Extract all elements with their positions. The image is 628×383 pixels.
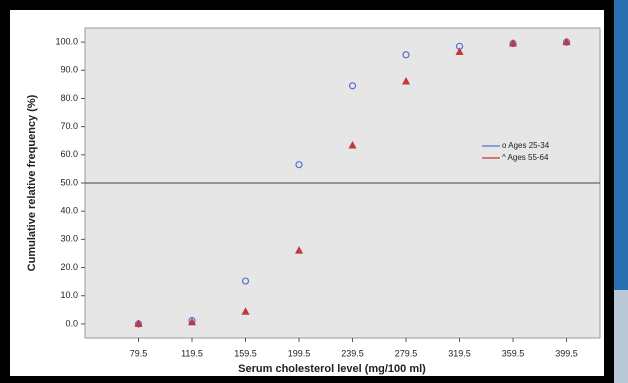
marker — [402, 76, 411, 85]
x-tick-label: 119.5 — [181, 348, 203, 358]
y-tick-label: 20.0 — [60, 262, 78, 272]
x-axis-title: Serum cholesterol level (mg/100 ml) — [238, 363, 426, 375]
y-tick-label: 70.0 — [60, 121, 78, 131]
marker — [295, 161, 303, 169]
x-tick-label: 399.5 — [555, 348, 578, 358]
x-tick-label: 199.5 — [288, 348, 311, 358]
y-tick-label: 50.0 — [60, 177, 78, 187]
y-tick-label: 80.0 — [60, 93, 78, 103]
y-tick-label: 10.0 — [60, 290, 78, 300]
marker — [455, 47, 464, 55]
y-tick-label: 40.0 — [60, 206, 78, 216]
legend-label: o Ages 25-34 — [502, 141, 550, 150]
background-window — [612, 0, 628, 290]
marker — [509, 38, 518, 47]
marker — [187, 317, 197, 326]
x-tick-label: 239.5 — [341, 348, 364, 358]
y-tick-label: 0.0 — [65, 318, 78, 328]
marker — [294, 246, 304, 254]
legend-label: ^ Ages 55-64 — [502, 153, 549, 162]
marker — [348, 140, 357, 149]
marker — [241, 307, 250, 315]
x-tick-label: 279.5 — [395, 348, 418, 358]
marker — [348, 82, 357, 90]
y-tick-label: 30.0 — [60, 234, 78, 244]
marker — [562, 37, 571, 46]
x-tick-label: 79.5 — [130, 348, 148, 358]
x-tick-label: 319.5 — [448, 348, 471, 358]
y-tick-label: 60.0 — [60, 149, 78, 159]
y-axis-title: Cumulative relative frequency (%) — [26, 94, 38, 271]
y-tick-label: 100.0 — [55, 36, 78, 46]
marker — [241, 277, 250, 285]
x-tick-label: 359.5 — [502, 348, 525, 358]
marker — [402, 51, 410, 59]
x-tick-label: 159.5 — [234, 348, 257, 358]
y-tick-label: 90.0 — [60, 65, 78, 75]
marker — [134, 319, 143, 327]
